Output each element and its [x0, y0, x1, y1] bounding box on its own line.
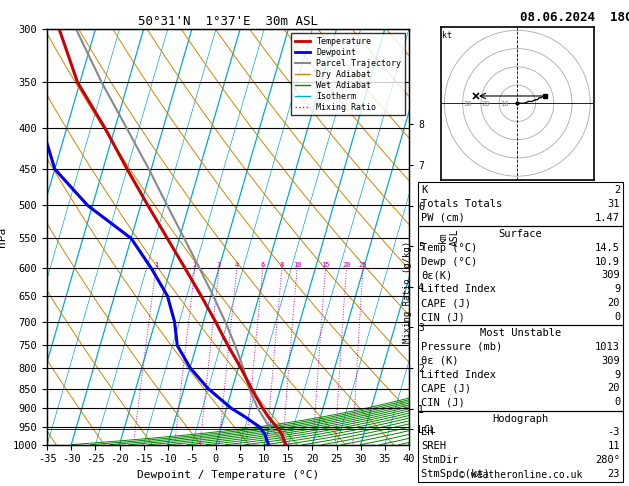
Text: 23: 23 [608, 469, 620, 479]
Text: 1013: 1013 [595, 342, 620, 352]
Text: 6: 6 [261, 262, 265, 268]
Text: Lifted Index: Lifted Index [421, 284, 496, 295]
Text: 309: 309 [601, 356, 620, 366]
Legend: Temperature, Dewpoint, Parcel Trajectory, Dry Adiabat, Wet Adiabat, Isotherm, Mi: Temperature, Dewpoint, Parcel Trajectory… [291, 34, 404, 116]
Text: 0: 0 [614, 312, 620, 322]
Text: EH: EH [421, 427, 434, 437]
Text: 20: 20 [608, 298, 620, 308]
Y-axis label: hPa: hPa [0, 227, 7, 247]
Text: 4: 4 [235, 262, 239, 268]
Text: CAPE (J): CAPE (J) [421, 298, 471, 308]
Text: 10: 10 [500, 101, 508, 107]
Text: 2: 2 [193, 262, 197, 268]
Text: θε (K): θε (K) [421, 356, 459, 366]
Text: Pressure (mb): Pressure (mb) [421, 342, 503, 352]
Text: Most Unstable: Most Unstable [480, 329, 561, 338]
Text: 2: 2 [614, 185, 620, 195]
Text: 15: 15 [321, 262, 330, 268]
Text: 08.06.2024  18GMT  (Base: 12): 08.06.2024 18GMT (Base: 12) [521, 11, 629, 24]
Text: 9: 9 [614, 370, 620, 380]
Text: 11: 11 [608, 441, 620, 451]
Text: Totals Totals: Totals Totals [421, 199, 503, 209]
Text: 14.5: 14.5 [595, 243, 620, 253]
Y-axis label: km
ASL: km ASL [438, 228, 460, 246]
Text: StmDir: StmDir [421, 455, 459, 465]
Text: StmSpd (kt): StmSpd (kt) [421, 469, 490, 479]
Text: K: K [421, 185, 428, 195]
Text: 31: 31 [608, 199, 620, 209]
X-axis label: Dewpoint / Temperature (°C): Dewpoint / Temperature (°C) [137, 470, 319, 480]
Text: 25: 25 [359, 262, 367, 268]
Text: CIN (J): CIN (J) [421, 312, 465, 322]
Text: kt: kt [442, 31, 452, 40]
Text: 8: 8 [280, 262, 284, 268]
Text: 1: 1 [154, 262, 158, 268]
Text: 10.9: 10.9 [595, 257, 620, 267]
Text: 20: 20 [482, 101, 491, 107]
Text: 309: 309 [601, 271, 620, 280]
Text: Hodograph: Hodograph [493, 414, 548, 424]
Text: CAPE (J): CAPE (J) [421, 383, 471, 394]
Text: -3: -3 [608, 427, 620, 437]
Text: 30: 30 [464, 101, 472, 107]
Text: PW (cm): PW (cm) [421, 213, 465, 223]
Text: 10: 10 [293, 262, 301, 268]
Text: 3: 3 [217, 262, 221, 268]
Text: 1.47: 1.47 [595, 213, 620, 223]
Text: 20: 20 [608, 383, 620, 394]
Text: Mixing Ratio (g/kg): Mixing Ratio (g/kg) [403, 241, 412, 343]
Text: SREH: SREH [421, 441, 447, 451]
Text: θε(K): θε(K) [421, 271, 453, 280]
Text: 280°: 280° [595, 455, 620, 465]
Text: Surface: Surface [499, 229, 542, 239]
Text: © weatheronline.co.uk: © weatheronline.co.uk [459, 470, 582, 480]
Text: CIN (J): CIN (J) [421, 398, 465, 407]
Text: 20: 20 [342, 262, 350, 268]
Text: Temp (°C): Temp (°C) [421, 243, 477, 253]
Text: 9: 9 [614, 284, 620, 295]
Title: 50°31'N  1°37'E  30m ASL: 50°31'N 1°37'E 30m ASL [138, 15, 318, 28]
Text: Dewp (°C): Dewp (°C) [421, 257, 477, 267]
Text: 0: 0 [614, 398, 620, 407]
Text: Lifted Index: Lifted Index [421, 370, 496, 380]
